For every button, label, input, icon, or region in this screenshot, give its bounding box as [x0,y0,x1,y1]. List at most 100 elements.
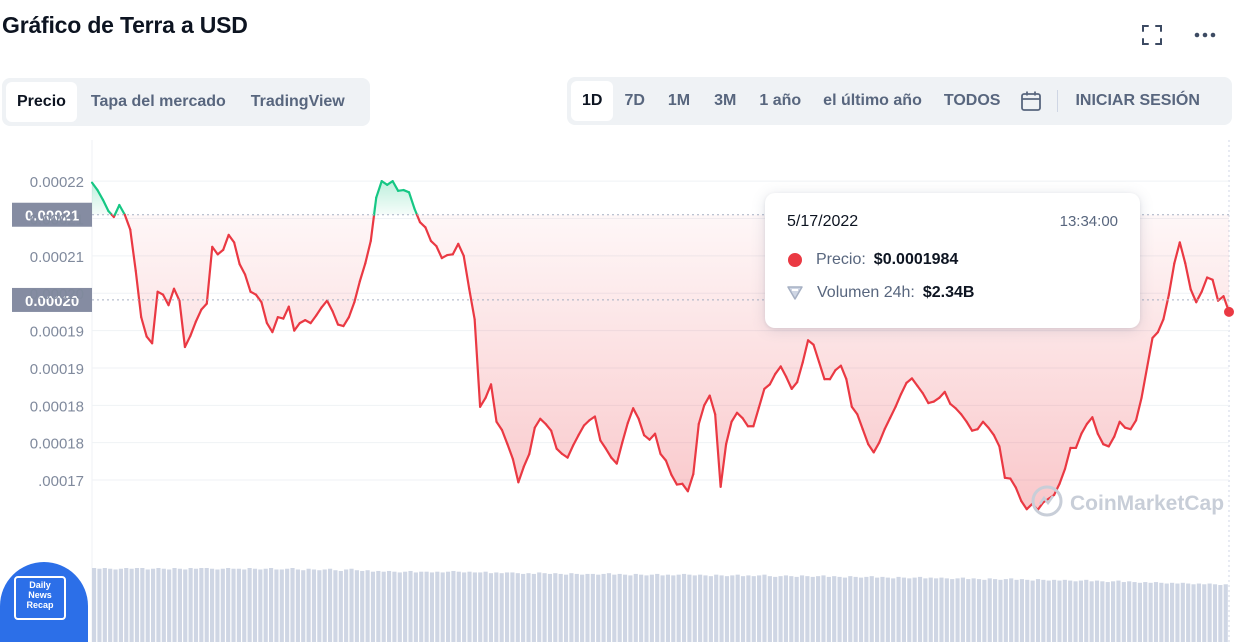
tab-precio[interactable]: Precio [6,82,77,122]
volume-bar [1121,582,1126,642]
price-segment [719,443,728,488]
current-price-tag [12,287,92,312]
volume-bar [1009,578,1014,642]
price-segment [211,245,219,256]
price-segment [582,419,591,427]
volume-bar [209,568,215,642]
price-segment [260,301,269,325]
volume-bar [923,578,928,642]
price-segment [1107,435,1116,448]
price-segment [271,316,279,334]
login-button[interactable]: INICIAR SESIÓN [1075,92,1200,109]
price-tooltip: 5/17/2022 13:34:00 Precio: $0.0001984 Vo… [765,193,1140,328]
price-segment [670,473,678,486]
tooltip-volume-label: Volumen 24h: [817,284,915,301]
price-segment [500,428,509,446]
price-segment [916,384,924,395]
volume-bar [370,571,376,642]
price-segment [659,452,668,462]
volume-bar [124,568,129,642]
baseline-tag-label: 0.00021 [25,208,79,225]
volume-bar [1170,582,1175,642]
volume-bar [177,568,182,642]
volume-bar [268,568,274,642]
volume-bar [762,574,767,642]
price-segment [664,459,673,476]
tooltip-price-row: Precio: $0.0001984 [787,251,958,269]
price-segment [943,390,952,405]
price-segment [1085,416,1094,426]
price-segment [1118,420,1127,429]
y-tick-label: .00017 [38,473,84,490]
price-segment [1156,318,1165,334]
more-icon[interactable] [1192,22,1218,48]
volume-bar [1191,584,1196,642]
y-tick-label: 0.00022 [30,174,84,191]
range-7d[interactable]: 7D [624,92,645,109]
volume-bar [649,574,654,642]
volume-bar [515,573,520,642]
fullscreen-icon[interactable] [1139,22,1165,48]
price-segment [861,428,870,446]
range-all[interactable]: TODOS [943,92,1001,109]
volume-bar [118,568,123,642]
price-segment [905,377,914,384]
range-1m[interactable]: 1M [667,92,691,109]
price-segment [910,377,919,387]
volume-bar [1062,579,1067,642]
volume-bar [333,570,338,642]
range-1d[interactable]: 1D [571,81,614,121]
volume-bar [1143,582,1148,642]
price-segment [785,375,793,390]
volume-bar [279,569,284,642]
price-segment [571,434,580,447]
tooltip-price-value: $0.0001984 [873,251,959,268]
volume-bar [896,576,901,642]
price-segment [735,411,744,420]
price-segment [293,322,301,332]
volume-bar [1041,579,1046,642]
volume-bar [928,577,933,642]
tab-tapa-del-mercado[interactable]: Tapa del mercado [90,93,226,110]
volume-bar [982,579,987,642]
price-segment [1025,502,1034,511]
volume-bar [703,575,708,642]
price-segment [506,443,515,461]
price-segment [801,339,810,364]
price-segment [522,452,531,468]
volume-bar [140,568,145,642]
volume-bar [403,571,408,642]
price-segment [140,316,148,338]
volume-bar [606,573,612,642]
volume-bar [1180,582,1185,642]
price-segment [981,420,990,429]
volume-bar [708,576,713,642]
price-segment [151,290,159,345]
range-3m[interactable]: 3M [714,92,737,109]
price-segment [511,458,520,484]
volume-bar [242,569,247,642]
volume-bar [252,568,258,642]
volume-bar [462,572,467,642]
range-1-year[interactable]: 1 año [759,92,802,109]
calendar-icon[interactable] [1011,81,1051,121]
tab-tradingview[interactable]: TradingView [250,93,345,110]
price-segment [528,426,536,455]
badge-line-1: Daily [29,580,51,590]
volume-bar [628,575,633,642]
volume-bar [687,574,692,642]
reference-lines: 0.00021 0.00020 [12,202,1234,317]
volume-bar [751,576,756,642]
price-segment [415,213,422,224]
price-segment [992,434,1001,448]
y-tick-label: 0.00018 [30,436,84,453]
price-segment [899,381,908,396]
price-segment [949,402,957,410]
daily-news-recap-icon[interactable]: Daily News Recap [0,562,88,642]
volume-bar [681,573,687,642]
volume-bar [698,574,703,642]
price-segment [856,413,864,431]
volume-bar [542,573,547,642]
price-segment [424,226,433,242]
range-last-year[interactable]: el último año [823,92,922,109]
